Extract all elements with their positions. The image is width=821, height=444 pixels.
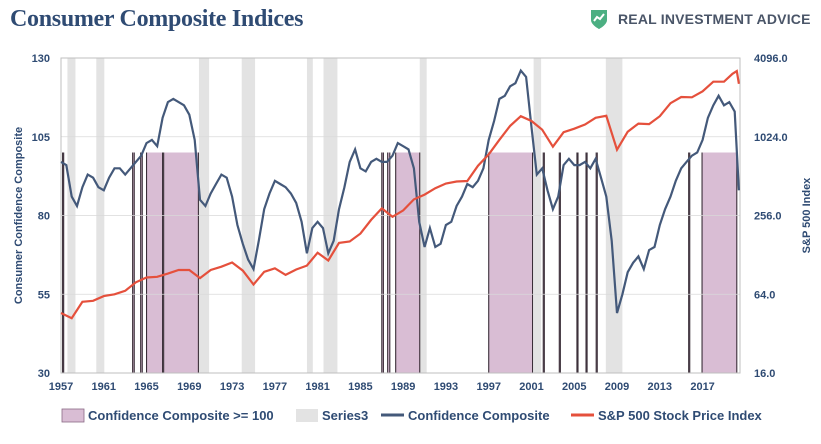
legend-label-sp500: S&P 500 Stock Price Index — [598, 408, 763, 423]
right-tick-label: 256.0 — [754, 211, 782, 223]
left-axis-ticks: 30 55 80 105 130 — [32, 53, 50, 380]
confidence-ge-100-bands — [62, 152, 738, 373]
x-tick-label: 1993 — [434, 381, 458, 393]
legend-label-confidence-ge-100: Confidence Composite >= 100 — [88, 408, 274, 423]
legend-swatch-series3 — [296, 409, 318, 422]
x-tick-label: 2005 — [562, 381, 586, 393]
legend-label-confidence: Confidence Composite — [408, 408, 550, 423]
x-axis-ticks: 1957 1961 1965 1969 1973 1977 1981 1985 1989 1993… — [49, 381, 715, 393]
x-tick-label: 1961 — [92, 381, 116, 393]
confidence-ge-100-band — [140, 152, 143, 373]
right-tick-label: 16.0 — [754, 368, 775, 380]
left-tick-label: 80 — [38, 211, 50, 223]
sp500-line — [60, 69, 740, 320]
confidence-ge-100-band — [132, 152, 135, 373]
x-tick-label: 1973 — [220, 381, 244, 393]
left-tick-label: 55 — [38, 289, 50, 301]
chart-shield-icon — [591, 10, 607, 29]
legend-swatch-confidence-ge-100 — [61, 408, 85, 423]
confidence-ge-100-band — [702, 152, 737, 373]
x-tick-label: 1997 — [476, 381, 500, 393]
brand-name: REAL INVESTMENT ADVICE — [618, 11, 811, 27]
x-tick-label: 1985 — [348, 381, 372, 393]
left-tick-label: 105 — [32, 132, 50, 144]
right-axis-ticks: 16.0 64.0 256.0 1024.0 4096.0 — [754, 53, 788, 380]
x-tick-label: 1977 — [263, 381, 287, 393]
confidence-ge-100-band — [146, 152, 163, 373]
right-tick-label: 1024.0 — [754, 132, 788, 144]
confidence-ge-100-band — [381, 152, 384, 373]
x-tick-label: 2013 — [648, 381, 672, 393]
x-tick-label: 1965 — [134, 381, 158, 393]
x-tick-label: 1989 — [391, 381, 415, 393]
left-tick-label: 130 — [32, 53, 50, 65]
x-tick-label: 1957 — [49, 381, 73, 393]
brand-logo: REAL INVESTMENT ADVICE — [588, 8, 811, 30]
confidence-ge-100-band — [387, 152, 390, 373]
legend: Confidence Composite >= 100 Series3 Conf… — [61, 408, 763, 423]
x-tick-label: 2001 — [519, 381, 543, 393]
chart-title: Consumer Composite Indices — [10, 6, 304, 32]
right-tick-label: 64.0 — [754, 289, 775, 301]
confidence-ge-100-band — [163, 152, 199, 373]
right-tick-label: 4096.0 — [754, 53, 788, 65]
legend-label-series3: Series3 — [322, 408, 368, 423]
x-tick-label: 2009 — [605, 381, 629, 393]
left-tick-label: 30 — [38, 368, 50, 380]
plot-frame — [60, 57, 741, 374]
confidence-ge-100-band — [488, 152, 533, 373]
left-axis-title: Consumer Confidence Composite — [13, 127, 25, 304]
right-axis-title: S&P 500 Index — [801, 177, 813, 253]
x-tick-label: 1981 — [305, 381, 329, 393]
x-tick-label: 2017 — [690, 381, 714, 393]
confidence-composite-line — [60, 68, 740, 314]
x-tick-label: 1969 — [177, 381, 201, 393]
